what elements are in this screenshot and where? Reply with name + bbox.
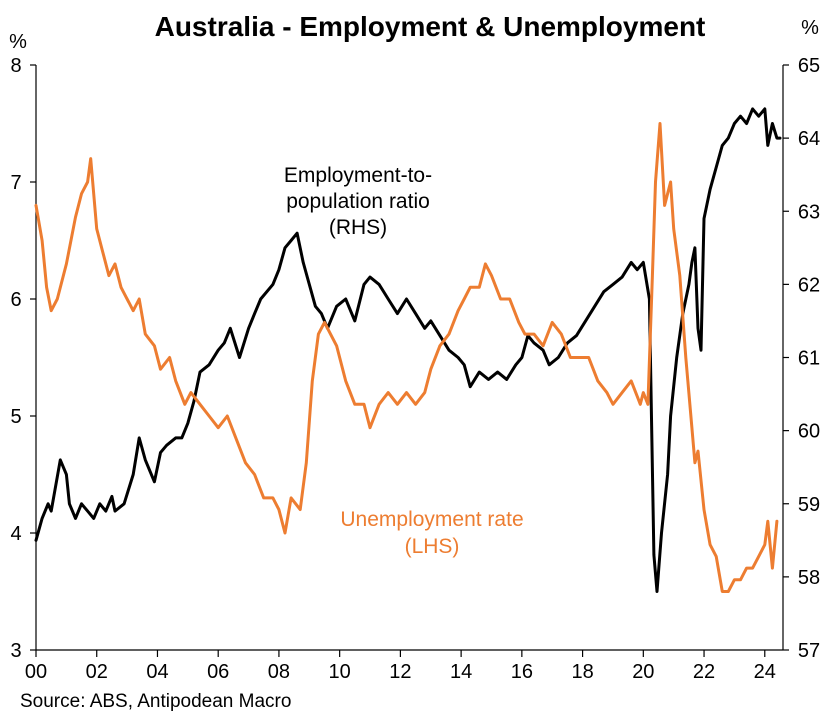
left-tick-label: 5	[10, 406, 21, 428]
right-tick-label: 63	[798, 201, 820, 223]
left-tick-label: 3	[10, 640, 21, 662]
left-tick-label: 7	[10, 172, 21, 194]
right-tick-label: 57	[798, 640, 820, 662]
employment-annotation-line-1: Employment-to-	[284, 164, 432, 187]
left-axis-unit: %	[9, 31, 27, 53]
x-tick-label: 08	[268, 661, 290, 683]
x-tick-label: 16	[511, 661, 533, 683]
right-tick-label: 62	[798, 274, 820, 296]
right-axis-unit: %	[801, 17, 819, 39]
x-tick-label: 24	[754, 661, 776, 683]
chart-title: Australia - Employment & Unemployment	[155, 11, 706, 42]
plot-area	[35, 65, 784, 651]
right-tick-label: 60	[798, 421, 820, 443]
x-tick-label: 14	[450, 661, 472, 683]
x-tick-label: 10	[329, 661, 351, 683]
source-note: Source: ABS, Antipodean Macro	[20, 691, 291, 712]
left-tick-label: 6	[10, 289, 21, 311]
right-tick-label: 58	[798, 567, 820, 589]
right-tick-label: 64	[798, 128, 820, 150]
x-tick-label: 20	[632, 661, 654, 683]
unemployment-annotation: Unemployment rate (LHS)	[340, 508, 523, 558]
unemployment-rate-line	[34, 122, 779, 593]
right-tick-label: 61	[798, 348, 820, 370]
x-tick-label: 04	[146, 661, 168, 683]
x-tick-label: 12	[389, 661, 411, 683]
x-tick-label: 00	[25, 661, 47, 683]
x-tick-label: 18	[571, 661, 593, 683]
x-tick-label: 22	[693, 661, 715, 683]
right-axis-ticks: 57 58 59 60 61 62 63 64 65	[783, 55, 820, 662]
right-tick-label: 65	[798, 55, 820, 77]
x-axis-ticks: 00 02 04 06 08 10 12 14 16 18 20 22 24	[25, 650, 776, 683]
employment-ratio-line	[34, 107, 782, 593]
employment-annotation-line-2: population ratio	[286, 190, 430, 213]
x-tick-label: 02	[86, 661, 108, 683]
left-axis-ticks: 3 4 5 6 7 8	[10, 55, 36, 662]
left-tick-label: 4	[10, 523, 21, 545]
unemployment-annotation-line-2: (LHS)	[405, 535, 460, 558]
employment-annotation-line-3: (RHS)	[329, 216, 387, 239]
employment-annotation: Employment-to- population ratio (RHS)	[284, 164, 432, 239]
x-tick-label: 06	[207, 661, 229, 683]
unemployment-annotation-line-1: Unemployment rate	[340, 508, 523, 531]
right-tick-label: 59	[798, 494, 820, 516]
left-tick-label: 8	[10, 55, 21, 77]
